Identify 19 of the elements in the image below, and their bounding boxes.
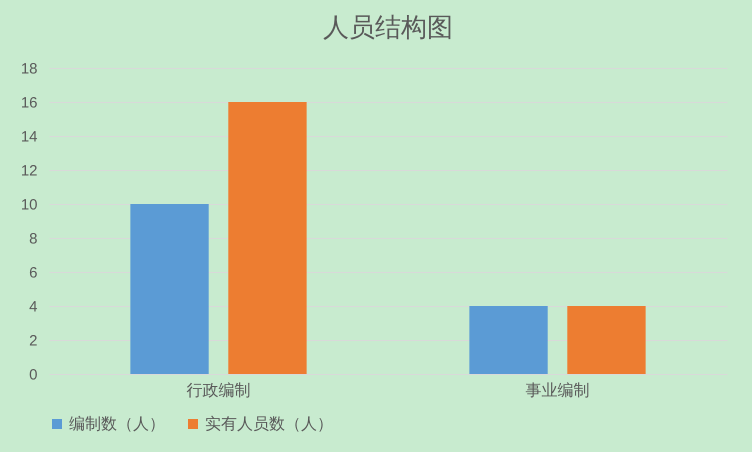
legend-label: 编制数（人） <box>69 415 165 433</box>
legend-label: 实有人员数（人） <box>205 415 333 433</box>
x-tick-label: 事业编制 <box>526 382 590 400</box>
y-tick-label: 14 <box>20 128 38 146</box>
x-tick-label: 行政编制 <box>186 382 250 400</box>
bar <box>130 204 209 374</box>
y-tick-label: 6 <box>29 264 38 282</box>
bar <box>228 102 307 374</box>
bar <box>567 306 646 374</box>
chart-title: 人员结构图 <box>323 12 453 42</box>
y-tick-label: 10 <box>20 196 38 214</box>
bar <box>469 306 548 374</box>
y-tick-label: 16 <box>20 94 38 112</box>
y-tick-label: 0 <box>29 366 38 384</box>
y-tick-label: 8 <box>29 230 38 248</box>
y-tick-label: 18 <box>20 60 38 78</box>
y-tick-label: 12 <box>20 162 38 180</box>
y-tick-label: 2 <box>29 332 38 350</box>
y-tick-label: 4 <box>29 298 38 316</box>
